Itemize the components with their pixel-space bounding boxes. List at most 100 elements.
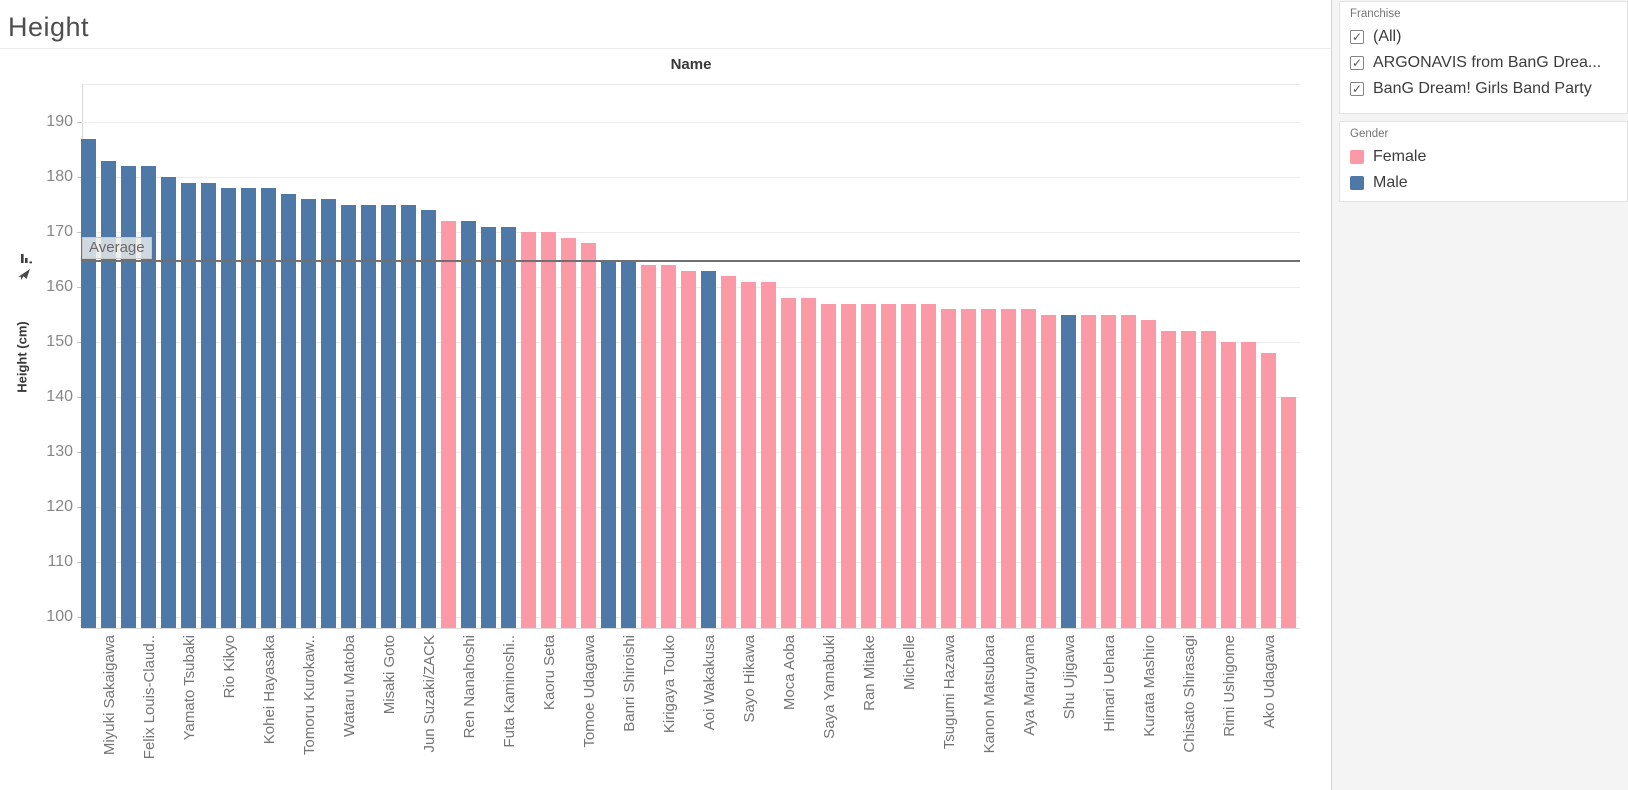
y-axis-tick-label: 120: [46, 498, 73, 515]
y-axis-tickmark: [77, 287, 82, 288]
bar[interactable]: [1201, 331, 1216, 628]
filter-panel: Franchise ✓ (All) ✓ ARGONAVIS from BanG Dre…: [1332, 0, 1628, 790]
bar-Miyuki Sakaigawa[interactable]: [101, 160, 116, 628]
bar[interactable]: [1281, 397, 1296, 628]
gender-legend-title: Gender: [1350, 128, 1389, 140]
page-title: Height: [8, 12, 90, 42]
bar-Rimi Ushigome[interactable]: [1221, 342, 1236, 628]
plot-top-border: [82, 84, 1300, 85]
bar-Banri Shiroishi[interactable]: [621, 259, 636, 628]
bar[interactable]: [1121, 314, 1136, 628]
bar-Jun Suzaki/ZACK[interactable]: [421, 210, 436, 628]
bar[interactable]: [1241, 342, 1256, 628]
bar-Aoi Wakakusa[interactable]: [701, 270, 716, 628]
bar[interactable]: [561, 237, 576, 628]
bar-Chisato Shirasagi[interactable]: [1181, 331, 1196, 628]
bar-Aya Maruyama[interactable]: [1021, 309, 1036, 628]
bar[interactable]: [521, 232, 536, 628]
bar-Ren Nanahoshi[interactable]: [461, 221, 476, 628]
x-axis-label: Aya Maruyama: [1020, 635, 1038, 736]
x-axis-label: Ran Mitake: [860, 635, 878, 711]
bar[interactable]: [81, 138, 96, 628]
bar[interactable]: [201, 182, 216, 628]
bar[interactable]: [1041, 314, 1056, 628]
bar-Kanon Matsubara[interactable]: [981, 309, 996, 628]
bar-Futa Kaminoshi..[interactable]: [501, 226, 516, 628]
bar[interactable]: [961, 309, 976, 628]
bar[interactable]: [761, 281, 776, 628]
bar[interactable]: [881, 303, 896, 628]
bar-Tomoe Udagawa[interactable]: [581, 243, 596, 628]
y-axis-tick-label: 100: [46, 608, 73, 625]
checkbox-icon[interactable]: ✓: [1350, 56, 1364, 70]
x-axis-label: Shu Ujigawa: [1060, 635, 1078, 720]
bar[interactable]: [241, 188, 256, 628]
bar-Rio Kikyo[interactable]: [221, 188, 236, 628]
bar-Misaki Goto[interactable]: [381, 204, 396, 628]
bar[interactable]: [921, 303, 936, 628]
bar[interactable]: [681, 270, 696, 628]
x-axis-label: Rio Kikyo: [220, 635, 238, 699]
bar[interactable]: [841, 303, 856, 628]
bar-Saya Yamabuki[interactable]: [821, 303, 836, 628]
x-axis-label: Wataru Matoba: [340, 635, 358, 737]
legend-swatch: [1350, 150, 1364, 164]
checkbox-icon[interactable]: ✓: [1350, 82, 1364, 96]
bar-Moca Aoba[interactable]: [781, 298, 796, 628]
bar[interactable]: [441, 221, 456, 628]
y-axis-tick-label: 130: [46, 443, 73, 460]
x-axis-label: Kanon Matsubara: [980, 635, 998, 754]
bar-Kaoru Seta[interactable]: [541, 232, 556, 628]
bar[interactable]: [361, 204, 376, 628]
bar-Michelle[interactable]: [901, 303, 916, 628]
franchise-filter-option[interactable]: ✓ BanG Dream! Girls Band Party: [1340, 76, 1627, 102]
bar-Tomoru Kurokaw..[interactable]: [301, 199, 316, 628]
bar-Yamato Tsubaki[interactable]: [181, 182, 196, 628]
bar[interactable]: [281, 193, 296, 628]
bar[interactable]: [721, 276, 736, 628]
bar-Ran Mitake[interactable]: [861, 303, 876, 628]
bar-Felix Louis-Claud..[interactable]: [141, 166, 156, 628]
bar[interactable]: [641, 265, 656, 628]
pin-icon[interactable]: [17, 268, 32, 287]
average-line[interactable]: [82, 260, 1300, 262]
mini-bar-chart-icon[interactable]: [20, 252, 33, 270]
bar[interactable]: [121, 166, 136, 628]
bar[interactable]: [1001, 309, 1016, 628]
bar-Tsugumi Hazawa[interactable]: [941, 309, 956, 628]
y-axis-tickmark: [77, 452, 82, 453]
legend-item-male[interactable]: Male: [1340, 170, 1627, 196]
bar[interactable]: [481, 226, 496, 628]
franchise-filter-option[interactable]: ✓ ARGONAVIS from BanG Drea...: [1340, 50, 1627, 76]
x-axis-label: Banri Shiroishi: [620, 635, 638, 732]
bar-Kirigaya Touko[interactable]: [661, 265, 676, 628]
bar-Kohei Hayasaka[interactable]: [261, 188, 276, 628]
bar[interactable]: [601, 259, 616, 628]
y-axis-tickmark: [77, 342, 82, 343]
bar[interactable]: [161, 177, 176, 628]
legend-item-female[interactable]: Female: [1340, 144, 1627, 170]
gridline: [82, 177, 1300, 178]
bar[interactable]: [401, 204, 416, 628]
franchise-filter-option[interactable]: ✓ (All): [1340, 24, 1627, 50]
bar-Shu Ujigawa[interactable]: [1061, 314, 1076, 628]
y-axis-tick-label: 160: [46, 278, 73, 295]
y-axis-tickmark: [77, 397, 82, 398]
average-line-label: Average: [82, 237, 152, 259]
bar[interactable]: [1161, 331, 1176, 628]
bar-Kurata Mashiro[interactable]: [1141, 320, 1156, 628]
x-axis-label: Tsugumi Hazawa: [940, 635, 958, 750]
bar[interactable]: [1081, 314, 1096, 628]
bar-Sayo Hikawa[interactable]: [741, 281, 756, 628]
bar[interactable]: [321, 199, 336, 628]
y-axis-title: Height (cm): [14, 321, 30, 393]
title-divider: [0, 48, 1331, 49]
bar[interactable]: [801, 298, 816, 628]
bar-Ako Udagawa[interactable]: [1261, 353, 1276, 628]
bar-Wataru Matoba[interactable]: [341, 204, 356, 628]
x-axis-label: Himari Uehara: [1100, 635, 1118, 732]
bar-Himari Uehara[interactable]: [1101, 314, 1116, 628]
legend-swatch: [1350, 176, 1364, 190]
x-axis-label: Tomoru Kurokaw..: [300, 635, 318, 756]
checkbox-icon[interactable]: ✓: [1350, 30, 1364, 44]
